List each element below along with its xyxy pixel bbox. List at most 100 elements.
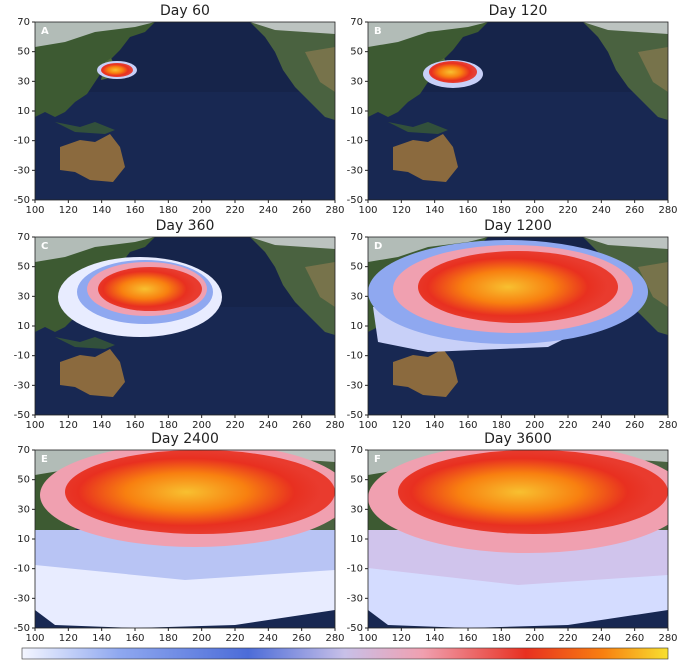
x-tick-label: 160 xyxy=(458,420,477,431)
x-tick-label: 100 xyxy=(358,633,377,644)
map-panel: Day 1200 D 100 120 140 160 180 200 220 240 260 280 -… xyxy=(347,218,678,431)
x-tick-label: 240 xyxy=(592,420,611,431)
x-tick-label: 220 xyxy=(558,420,577,431)
x-tick-label: 140 xyxy=(92,205,111,216)
y-tick-label: -10 xyxy=(347,351,363,362)
basemap xyxy=(368,22,668,200)
x-tick-label: 240 xyxy=(259,205,278,216)
panel-label: B xyxy=(374,26,382,37)
y-tick-label: -10 xyxy=(14,136,30,147)
panel-title: Day 2400 xyxy=(151,431,219,447)
y-tick-label: -50 xyxy=(347,410,363,421)
y-tick-label: 50 xyxy=(17,47,30,58)
x-tick-label: 160 xyxy=(125,420,144,431)
y-tick-label: 50 xyxy=(350,262,363,273)
y-tick-label: 30 xyxy=(17,291,30,302)
x-tick-label: 240 xyxy=(592,633,611,644)
y-tick-label: 50 xyxy=(350,47,363,58)
x-tick-label: 180 xyxy=(159,633,178,644)
x-tick-label: 240 xyxy=(259,420,278,431)
y-tick-label: 10 xyxy=(350,534,363,545)
x-tick-label: 120 xyxy=(59,420,78,431)
y-tick-label: 70 xyxy=(17,232,30,243)
x-tick-label: 120 xyxy=(59,633,78,644)
y-tick-label: -30 xyxy=(347,593,363,604)
y-tick-label: 30 xyxy=(350,291,363,302)
map-panel: Day 2400 E 100 120 140 160 180 200 220 240 260 280 -… xyxy=(14,431,345,644)
x-tick-label: 220 xyxy=(225,205,244,216)
y-tick-label: 30 xyxy=(350,76,363,87)
map-panel: Day 3600 F 100 120 140 160 180 200 220 240 260 280 -… xyxy=(347,431,678,644)
x-tick-label: 100 xyxy=(358,205,377,216)
y-tick-label: 30 xyxy=(350,504,363,515)
y-tick-label: -30 xyxy=(347,380,363,391)
x-tick-label: 260 xyxy=(625,633,644,644)
y-tick-label: 10 xyxy=(17,321,30,332)
x-tick-label: 280 xyxy=(658,420,677,431)
x-tick-label: 280 xyxy=(325,633,344,644)
y-tick-label: -50 xyxy=(347,623,363,634)
x-tick-label: 260 xyxy=(292,633,311,644)
x-tick-label: 260 xyxy=(292,420,311,431)
x-tick-label: 280 xyxy=(325,205,344,216)
x-tick-label: 220 xyxy=(558,633,577,644)
x-tick-label: 100 xyxy=(25,633,44,644)
x-tick-label: 180 xyxy=(159,420,178,431)
y-tick-label: 70 xyxy=(17,17,30,28)
map-area xyxy=(35,22,335,200)
y-tick-label: -30 xyxy=(14,165,30,176)
x-tick-label: 120 xyxy=(392,205,411,216)
panel-title: Day 360 xyxy=(156,218,215,234)
x-tick-label: 220 xyxy=(225,633,244,644)
x-tick-label: 260 xyxy=(625,420,644,431)
x-tick-label: 200 xyxy=(525,205,544,216)
panel-label: C xyxy=(41,241,48,252)
y-tick-label: 30 xyxy=(17,504,30,515)
y-tick-label: 50 xyxy=(17,475,30,486)
plume xyxy=(423,60,483,88)
x-tick-label: 100 xyxy=(25,205,44,216)
x-tick-label: 120 xyxy=(392,420,411,431)
x-tick-label: 160 xyxy=(125,205,144,216)
x-tick-label: 240 xyxy=(259,633,278,644)
map-panel: Day 120 B 100 120 140 160 180 200 220 240 260 280 -5… xyxy=(347,3,678,216)
x-tick-label: 220 xyxy=(225,420,244,431)
y-tick-label: 10 xyxy=(17,106,30,117)
map-panel: Day 360 C 100 120 140 160 180 200 220 240 260 280 -5… xyxy=(14,218,345,431)
x-tick-label: 100 xyxy=(25,420,44,431)
x-tick-label: 240 xyxy=(592,205,611,216)
panel-label: F xyxy=(374,454,381,465)
panel-label: A xyxy=(41,26,49,37)
map-area xyxy=(35,450,335,628)
panel-title: Day 120 xyxy=(489,3,548,19)
x-tick-label: 200 xyxy=(525,633,544,644)
y-tick-label: 50 xyxy=(17,262,30,273)
x-tick-label: 200 xyxy=(192,205,211,216)
panel-title: Day 3600 xyxy=(484,431,552,447)
plume xyxy=(35,450,335,628)
x-tick-label: 200 xyxy=(192,420,211,431)
x-tick-label: 200 xyxy=(525,420,544,431)
y-tick-label: 70 xyxy=(350,232,363,243)
x-tick-label: 280 xyxy=(658,633,677,644)
x-tick-label: 260 xyxy=(625,205,644,216)
y-tick-label: -10 xyxy=(347,564,363,575)
x-tick-label: 180 xyxy=(492,633,511,644)
map-area xyxy=(368,450,668,628)
y-tick-label: -50 xyxy=(14,195,30,206)
y-tick-label: -50 xyxy=(14,623,30,634)
plume xyxy=(97,61,137,79)
x-tick-label: 120 xyxy=(59,205,78,216)
y-tick-label: -50 xyxy=(14,410,30,421)
panel-label: D xyxy=(374,241,382,252)
panel-title: Day 60 xyxy=(160,3,210,19)
x-tick-label: 140 xyxy=(425,205,444,216)
map-area xyxy=(368,22,668,200)
y-tick-label: -10 xyxy=(14,564,30,575)
x-tick-label: 160 xyxy=(458,633,477,644)
y-tick-label: 70 xyxy=(17,445,30,456)
y-tick-label: 10 xyxy=(350,321,363,332)
x-tick-label: 220 xyxy=(558,205,577,216)
x-tick-label: 200 xyxy=(192,633,211,644)
